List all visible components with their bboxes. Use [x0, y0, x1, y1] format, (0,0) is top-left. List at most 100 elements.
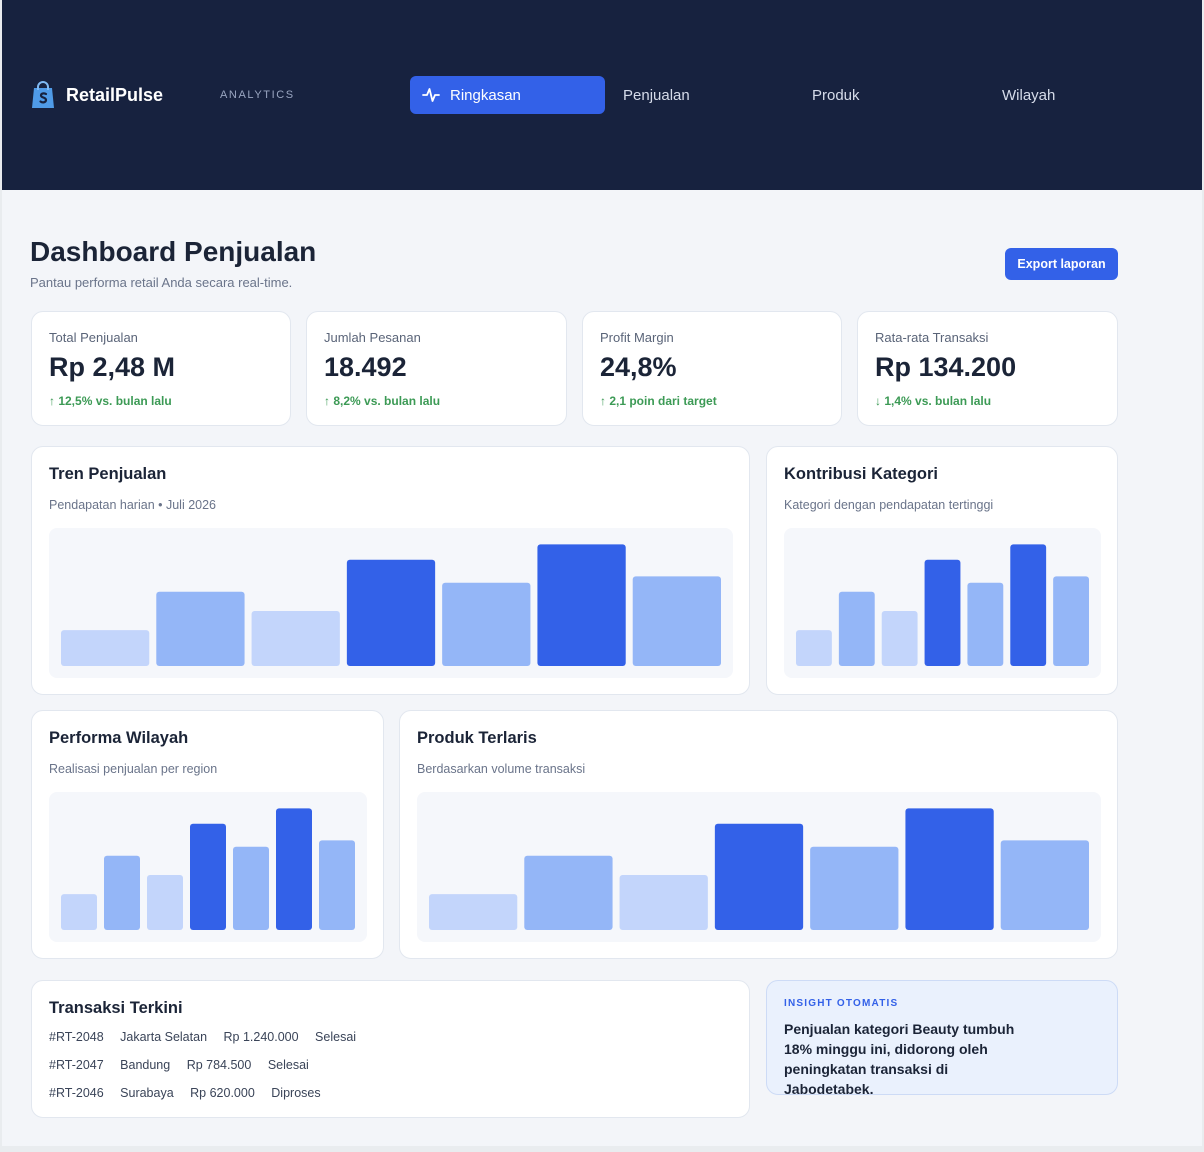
chart-bar — [319, 840, 355, 930]
kpi-delta: ↑ 8,2% vs. bulan lalu — [324, 394, 441, 408]
card-subtitle: Realisasi penjualan per region — [49, 762, 218, 776]
chart-bar — [442, 582, 531, 666]
chart-bar — [537, 544, 626, 666]
nav-tab-wilayah[interactable]: Wilayah — [1002, 76, 1152, 114]
chart-bar — [276, 808, 312, 930]
page-subtitle: Pantau performa retail Anda secara real-… — [30, 275, 293, 290]
chart-bar — [251, 610, 340, 666]
sales-trend-chart — [49, 528, 733, 678]
chart-bar — [346, 559, 436, 666]
shopping-bag-icon — [32, 81, 54, 108]
kpi-label: Rata-rata Transaksi — [875, 330, 989, 345]
card-subtitle: Kategori dengan pendapatan tertinggi — [784, 498, 994, 512]
chart-bar — [1000, 840, 1089, 930]
top-navigation-bar: RetailPulse ANALYTICS Ringkasan Penjuala… — [2, 0, 1202, 190]
kpi-delta: ↓ 1,4% vs. bulan lalu — [875, 394, 992, 408]
transaction-id: #RT-2048 — [49, 1030, 104, 1044]
chart-bar — [147, 874, 183, 930]
export-report-button[interactable]: Export laporan — [1005, 248, 1118, 280]
nav-tab-produk[interactable]: Produk — [812, 76, 962, 114]
kpi-card-avg-transaction: Rata-rata Transaksi Rp 134.200 ↓ 1,4% vs… — [857, 311, 1118, 426]
sales-trend-bars — [61, 544, 721, 666]
kpi-label: Jumlah Pesanan — [324, 330, 421, 345]
card-title: Performa Wilayah — [49, 729, 189, 747]
transaction-row[interactable]: #RT-2047 Bandung Rp 784.500 Selesai — [49, 1058, 322, 1072]
transaction-amount: Rp 620.000 — [190, 1086, 255, 1100]
transaction-row[interactable]: #RT-2046 Surabaya Rp 620.000 Diproses — [49, 1086, 334, 1100]
kpi-card-orders: Jumlah Pesanan 18.492 ↑ 8,2% vs. bulan l… — [306, 311, 567, 426]
chart-bar — [619, 874, 708, 930]
nav-tab-penjualan[interactable]: Penjualan — [623, 76, 773, 114]
transaction-id: #RT-2046 — [49, 1086, 104, 1100]
page-title: Dashboard Penjualan — [30, 236, 317, 267]
chart-bar — [233, 846, 269, 930]
nav-tab-label: Wilayah — [1002, 86, 1056, 104]
transaction-city: Bandung — [120, 1058, 171, 1072]
kpi-label: Profit Margin — [600, 330, 674, 345]
transaction-status: Selesai — [267, 1058, 309, 1072]
top-products-chart — [417, 792, 1101, 942]
kpi-card-total-sales: Total Penjualan Rp 2,48 M ↑ 12,5% vs. bu… — [31, 311, 291, 426]
card-title: Kontribusi Kategori — [784, 465, 939, 483]
card-subtitle: Pendapatan harian • Juli 2026 — [49, 498, 217, 512]
insight-label: INSIGHT OTOMATIS — [784, 998, 899, 1009]
kpi-delta: ↑ 12,5% vs. bulan lalu — [49, 394, 172, 408]
chart-bar — [905, 808, 994, 930]
nav-tab-label: Penjualan — [623, 86, 690, 104]
brand-name: RetailPulse — [66, 84, 164, 105]
kpi-value: Rp 134.200 — [875, 352, 1017, 382]
recent-transactions-card: Transaksi Terkini #RT-2048 Jakarta Selat… — [31, 980, 750, 1118]
transaction-amount: Rp 1.240.000 — [223, 1030, 299, 1044]
chart-bar — [796, 630, 832, 666]
kpi-value: 24,8% — [600, 352, 677, 382]
activity-icon — [422, 88, 440, 102]
region-performance-card: Performa Wilayah Realisasi penjualan per… — [31, 710, 384, 959]
chart-bar — [190, 823, 226, 930]
chart-bar — [632, 576, 721, 666]
transaction-row[interactable]: #RT-2048 Jakarta Selatan Rp 1.240.000 Se… — [49, 1030, 369, 1044]
region-chart — [49, 792, 367, 942]
brand-subtitle: ANALYTICS — [220, 89, 295, 101]
category-bars — [796, 544, 1089, 666]
chart-bar — [881, 610, 918, 666]
chart-bar — [156, 591, 245, 666]
transaction-amount: Rp 784.500 — [186, 1058, 252, 1072]
kpi-value: Rp 2,48 M — [49, 352, 176, 382]
nav-tab-ringkasan[interactable]: Ringkasan — [410, 76, 605, 114]
chart-bar — [1010, 544, 1047, 666]
chart-bar — [810, 846, 899, 930]
kpi-value: 18.492 — [324, 352, 407, 382]
automatic-insight-card: INSIGHT OTOMATIS Penjualan kategori Beau… — [766, 980, 1118, 1097]
nav-tab-label: Ringkasan — [450, 86, 521, 104]
transaction-city: Surabaya — [120, 1086, 174, 1100]
transaction-status: Selesai — [315, 1030, 357, 1044]
chart-bar — [714, 823, 804, 930]
chart-bar — [524, 855, 613, 930]
card-title: Produk Terlaris — [417, 729, 537, 747]
chart-bar — [104, 855, 140, 930]
chart-bar — [1053, 576, 1089, 666]
category-chart — [784, 528, 1101, 678]
card-title: Transaksi Terkini — [49, 999, 183, 1017]
chart-bar — [61, 894, 97, 930]
kpi-label: Total Penjualan — [49, 330, 138, 345]
brand[interactable]: RetailPulse — [30, 81, 163, 109]
transaction-status: Diproses — [271, 1086, 321, 1100]
card-subtitle: Berdasarkan volume transaksi — [417, 762, 586, 776]
chart-bar — [61, 630, 150, 666]
top-products-card: Produk Terlaris Berdasarkan volume trans… — [399, 710, 1118, 959]
kpi-card-profit-margin: Profit Margin 24,8% ↑ 2,1 poin dari targ… — [582, 311, 842, 426]
chart-bar — [429, 894, 518, 930]
category-contribution-card: Kontribusi Kategori Kategori dengan pend… — [766, 446, 1118, 695]
chart-bar — [924, 559, 961, 666]
chart-bar — [967, 582, 1004, 666]
chart-bar — [838, 591, 875, 666]
top-products-bars — [429, 808, 1089, 930]
region-bars — [61, 808, 355, 930]
card-title: Tren Penjualan — [49, 465, 167, 483]
transaction-id: #RT-2047 — [49, 1058, 104, 1072]
kpi-delta: ↑ 2,1 poin dari target — [600, 394, 717, 408]
sales-trend-card: Tren Penjualan Pendapatan harian • Juli … — [31, 446, 750, 695]
nav-tab-label: Produk — [812, 86, 860, 104]
